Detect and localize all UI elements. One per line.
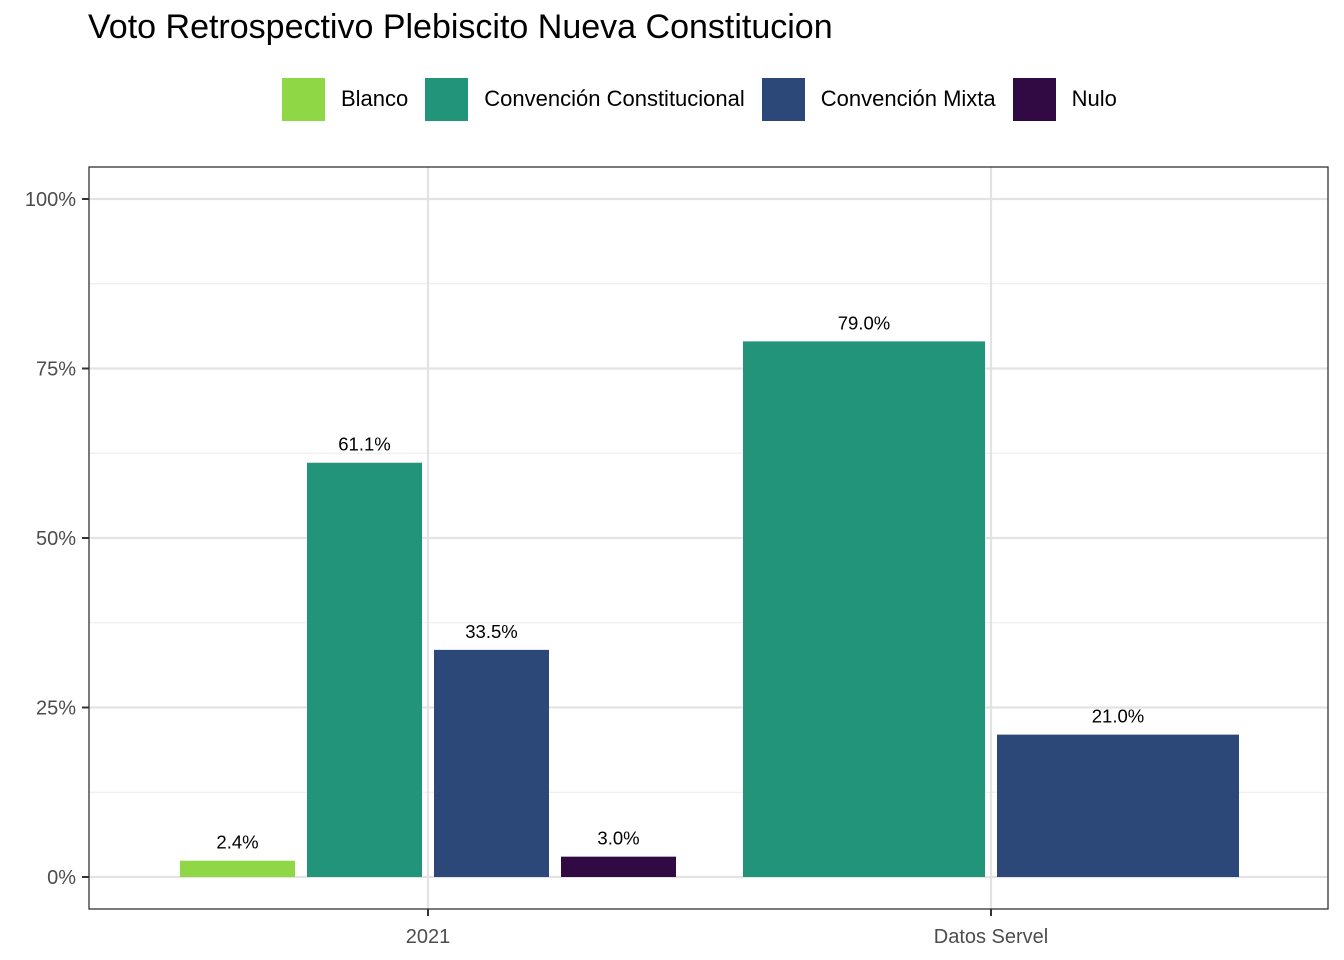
legend-label-convencion-constitucional: Convención Constitucional [484,86,745,111]
data-label-2021-convencion-constitucional: 61.1% [338,434,390,455]
x-tick-label-2021: 2021 [406,926,451,948]
y-tick-label: 50% [36,528,76,550]
bar-2021-convencion-mixta [434,649,549,877]
x-tick-label-datos-servel: Datos Servel [934,926,1049,948]
y-tick-label: 75% [36,359,76,381]
y-tick-label: 0% [47,867,76,889]
legend-item-convencion-constitucional: Convención Constitucional [425,77,745,121]
bars [180,341,1239,877]
data-label-datos-servel-convencion-mixta: 21.0% [1092,706,1144,727]
legend-key-convencion-mixta [761,77,805,121]
bar-datos-servel-convencion-mixta [997,734,1239,877]
y-axis: 0% 25% 50% 75% 100% [25,189,89,889]
data-label-2021-nulo: 3.0% [597,828,639,849]
data-label-2021-convencion-mixta: 33.5% [465,621,517,642]
legend-key-nulo [1012,77,1056,121]
bar-2021-convencion-constitucional [307,462,422,877]
chart-title: Voto Retrospectivo Plebiscito Nueva Cons… [88,8,833,46]
bar-labels: 2.4% 61.1% 33.5% 3.0% 79.0% 21.0% [216,312,1144,852]
bar-datos-servel-convencion-constitucional [743,341,985,877]
legend-item-convencion-mixta: Convención Mixta [761,77,996,121]
legend-item-nulo: Nulo [1012,77,1117,121]
legend-label-blanco: Blanco [341,86,409,111]
legend: Blanco Convención Constitucional Convenc… [282,77,1134,121]
legend-key-blanco [282,77,325,121]
legend-key-convencion-constitucional [425,77,469,121]
bar-2021-nulo [561,856,676,877]
y-tick-label: 25% [36,698,76,720]
bar-2021-blanco [180,860,295,877]
legend-label-nulo: Nulo [1071,86,1117,111]
y-tick-label: 100% [25,189,76,211]
data-label-2021-blanco: 2.4% [216,832,258,853]
data-label-datos-servel-convencion-constitucional: 79.0% [838,312,890,333]
legend-item-blanco: Blanco [282,77,409,121]
legend-label-convencion-mixta: Convención Mixta [820,86,996,111]
x-axis: 2021 Datos Servel [406,909,1049,948]
